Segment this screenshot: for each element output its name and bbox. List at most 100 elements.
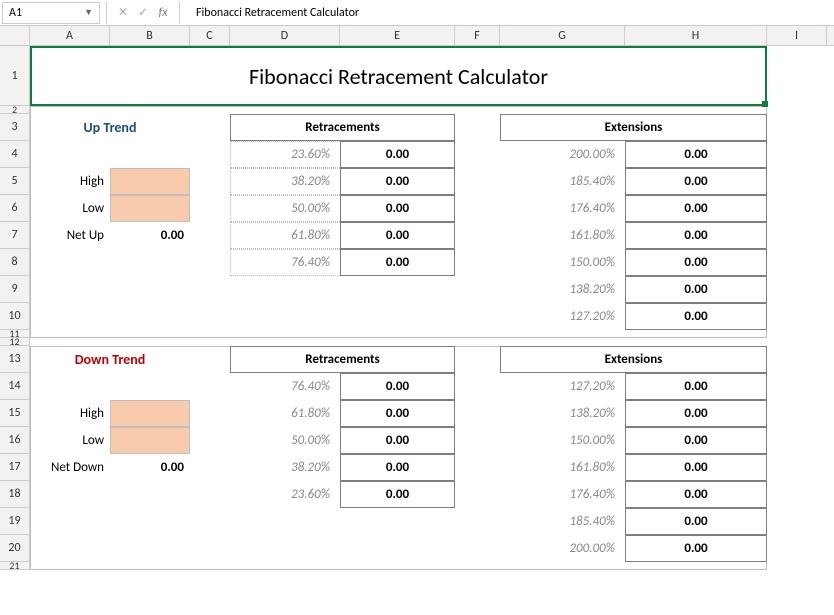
empty-cell [190, 346, 230, 373]
row-header[interactable]: 10 [0, 303, 30, 330]
empty-cell [30, 373, 110, 400]
name-box-dropdown-icon[interactable]: ▼ [84, 7, 93, 18]
row-header[interactable]: 8 [0, 249, 30, 276]
col-header[interactable]: I [767, 26, 827, 45]
row-header[interactable]: 15 [0, 400, 30, 427]
empty-cell [190, 195, 230, 222]
net-down-label: Net Down [30, 454, 110, 481]
row-header[interactable]: 5 [0, 168, 30, 195]
empty-cell [455, 346, 500, 373]
ext-pct: 176.40% [500, 195, 625, 222]
ext-val: 0.00 [625, 454, 767, 481]
retr-pct: 38.20% [230, 168, 340, 195]
high-input[interactable] [110, 400, 190, 427]
retr-val: 0.00 [340, 427, 455, 454]
ext-pct: 138.20% [500, 400, 625, 427]
col-header[interactable]: C [190, 26, 230, 45]
col-header[interactable]: E [340, 26, 455, 45]
name-box[interactable]: A1 ▼ [2, 2, 100, 24]
retr-pct: 23.60% [230, 481, 340, 508]
col-header[interactable]: A [30, 26, 110, 45]
empty-cell [455, 141, 500, 168]
ext-val: 0.00 [625, 481, 767, 508]
row-header[interactable]: 14 [0, 373, 30, 400]
row-header[interactable]: 13 [0, 346, 30, 373]
empty-cell [455, 276, 500, 303]
row-header[interactable]: 20 [0, 535, 30, 562]
row-header[interactable]: 6 [0, 195, 30, 222]
row-headers: 1 2 3 4 5 6 7 8 9 10 11 12 13 14 15 16 1… [0, 46, 30, 570]
empty-cell [110, 141, 190, 168]
separator [179, 2, 180, 24]
select-all-corner[interactable] [0, 26, 30, 45]
row-header[interactable]: 18 [0, 481, 30, 508]
col-header[interactable]: H [625, 26, 767, 45]
row-header[interactable]: 21 [0, 562, 30, 570]
empty-cell [190, 249, 230, 276]
empty-cell [30, 303, 455, 330]
row-header[interactable]: 9 [0, 276, 30, 303]
empty-cell [30, 481, 110, 508]
col-header[interactable]: D [230, 26, 340, 45]
spacer-row [30, 562, 834, 570]
row-header[interactable]: 4 [0, 141, 30, 168]
retr-pct: 38.20% [230, 454, 340, 481]
low-input[interactable] [110, 195, 190, 222]
row-header[interactable]: 7 [0, 222, 30, 249]
retr-pct: 76.40% [230, 373, 340, 400]
ext-pct: 127.20% [500, 373, 625, 400]
fx-icon[interactable]: fx [153, 6, 173, 20]
empty-cell [455, 114, 500, 141]
ext-val: 0.00 [625, 195, 767, 222]
row-header[interactable]: 1 [0, 46, 30, 106]
low-label: Low [30, 195, 110, 222]
sheet-area[interactable]: Fibonacci Retracement Calculator Up Tren… [30, 46, 834, 570]
ext-val: 0.00 [625, 508, 767, 535]
up-trend-label: Up Trend [30, 114, 190, 141]
empty-cell [110, 373, 190, 400]
row-header[interactable]: 3 [0, 114, 30, 141]
retr-pct: 61.80% [230, 400, 340, 427]
col-header[interactable]: B [110, 26, 190, 45]
high-label: High [30, 168, 110, 195]
ext-pct: 200.00% [500, 141, 625, 168]
row-header[interactable]: 19 [0, 508, 30, 535]
row-header[interactable]: 12 [0, 338, 30, 346]
col-header[interactable]: G [500, 26, 625, 45]
formula-value[interactable]: Fibonacci Retracement Calculator [186, 6, 359, 20]
retr-val: 0.00 [340, 141, 455, 168]
ext-val: 0.00 [625, 373, 767, 400]
row-header[interactable]: 17 [0, 454, 30, 481]
empty-cell [30, 249, 110, 276]
empty-cell [455, 427, 500, 454]
empty-cell [455, 222, 500, 249]
row-header[interactable]: 2 [0, 106, 30, 114]
cancel-icon[interactable]: ✕ [113, 5, 133, 20]
row-header[interactable]: 16 [0, 427, 30, 454]
empty-cell [455, 508, 500, 535]
ext-pct: 200.00% [500, 535, 625, 562]
enter-icon[interactable]: ✓ [133, 5, 153, 20]
empty-cell [455, 373, 500, 400]
ext-pct: 161.80% [500, 222, 625, 249]
col-header[interactable]: F [455, 26, 500, 45]
separator [106, 2, 107, 24]
retr-val: 0.00 [340, 168, 455, 195]
retr-pct: 76.40% [230, 249, 340, 276]
retracements-header: Retracements [230, 346, 455, 373]
high-input[interactable] [110, 168, 190, 195]
empty-cell [30, 535, 455, 562]
empty-cell [455, 249, 500, 276]
empty-cell [190, 222, 230, 249]
empty-cell [190, 114, 230, 141]
empty-cell [455, 454, 500, 481]
retr-val: 0.00 [340, 249, 455, 276]
low-input[interactable] [110, 427, 190, 454]
empty-cell [110, 481, 190, 508]
ext-pct: 185.40% [500, 508, 625, 535]
name-box-value: A1 [9, 6, 22, 20]
ext-val: 0.00 [625, 276, 767, 303]
net-up-label: Net Up [30, 222, 110, 249]
title-cell[interactable]: Fibonacci Retracement Calculator [30, 46, 767, 106]
empty-cell [190, 427, 230, 454]
